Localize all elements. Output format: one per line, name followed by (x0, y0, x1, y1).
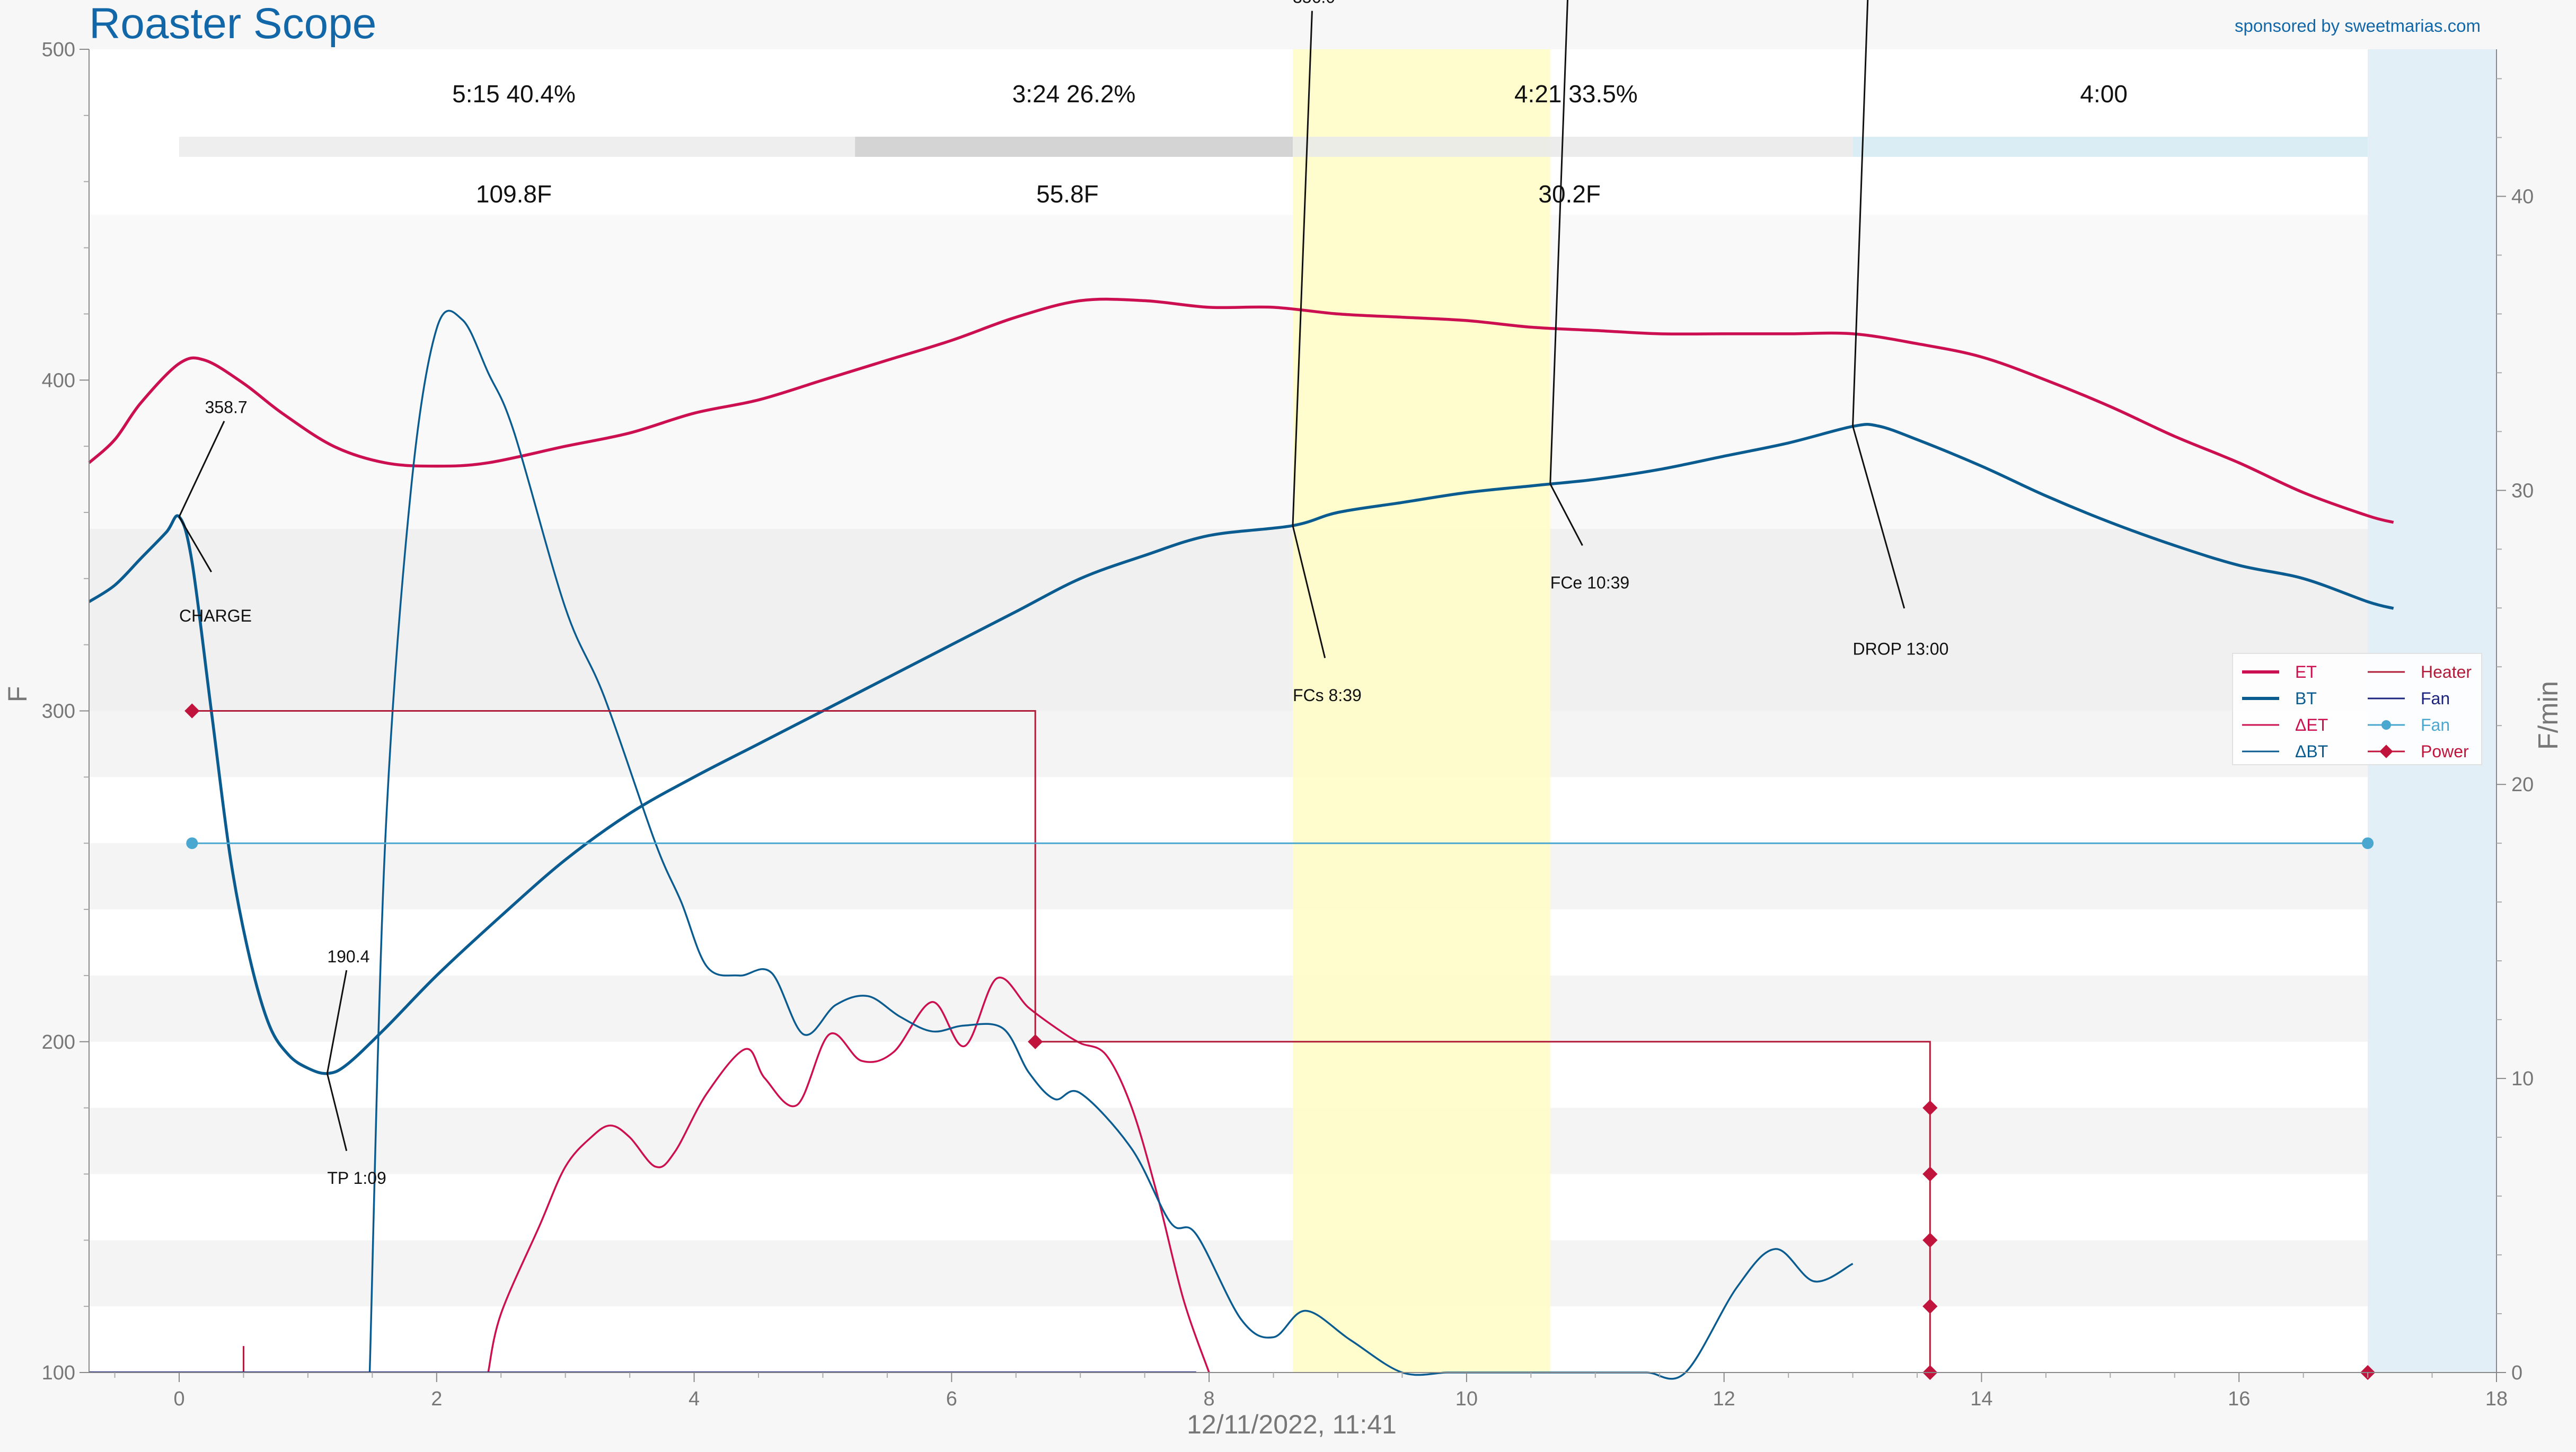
y-tick-label-left: 300 (42, 701, 75, 723)
legend-label: Fan (2421, 689, 2450, 708)
annotation-label-5: DROP 13:00 (1853, 639, 1949, 658)
annotation-value-2: 190.4 (327, 947, 369, 966)
phase-delta-temp-3: 30.2F (1538, 180, 1601, 208)
y-axis-label-right: F/min (2533, 681, 2564, 750)
x-tick-label: 16 (2228, 1388, 2250, 1410)
fan-point (186, 837, 198, 849)
phase-time-pct-4: 4:00 (2080, 80, 2128, 108)
legend-marker (2381, 720, 2391, 730)
y-tick-label-right: 0 (2511, 1362, 2522, 1384)
y-tick-label-left: 500 (42, 39, 75, 61)
annotation-label-3: FCs 8:39 (1293, 686, 1362, 705)
annotation-label-1: CHARGE (179, 606, 252, 625)
x-tick-label: 0 (173, 1388, 184, 1410)
phase-bar-maillard (855, 137, 1293, 157)
annotation-value-1: 358.7 (205, 398, 248, 417)
y-tick-label-left: 100 (42, 1362, 75, 1384)
x-tick-label: 4 (689, 1388, 700, 1410)
x-tick-label: 12 (1713, 1388, 1735, 1410)
legend-label: ET (2295, 662, 2317, 681)
annotation-value-3: 356.0 (1293, 0, 1335, 7)
legend-label: Power (2421, 742, 2469, 761)
x-tick-label: 10 (1455, 1388, 1478, 1410)
phase-delta-temp-1: 109.8F (476, 180, 552, 208)
phase-delta-temp-2: 55.8F (1036, 180, 1099, 208)
phase-bar (179, 137, 2368, 157)
legend-label: ΔET (2295, 715, 2328, 734)
y-tick-label-right: 20 (2511, 774, 2534, 796)
x-tick-label: 8 (1204, 1388, 1215, 1410)
first-crack-band (1293, 49, 1550, 1373)
y-tick-label-right: 10 (2511, 1068, 2534, 1090)
y-tick-label-right: 40 (2511, 185, 2534, 208)
x-tick-label: 2 (431, 1388, 442, 1410)
legend-label: Fan (2421, 715, 2450, 734)
phase-bar-cooling (1853, 137, 2368, 157)
legend: ET BT ΔET ΔBT Heater Fan Fan Power (2233, 653, 2482, 765)
y-tick-label-left: 400 (42, 369, 75, 392)
sponsor-link[interactable]: sponsored by sweetmarias.com (2235, 16, 2481, 36)
legend-label: BT (2295, 689, 2317, 708)
legend-label: Heater (2421, 662, 2472, 681)
annotation-label-2: TP 1:09 (327, 1168, 386, 1188)
y-tick-label-right: 30 (2511, 480, 2534, 502)
y-axis-label-left: F (3, 686, 32, 703)
phase-time-pct-2: 3:24 26.2% (1012, 80, 1136, 108)
phase-time-pct-3: 4:21 33.5% (1514, 80, 1638, 108)
x-tick-label: 6 (946, 1388, 957, 1410)
y-tick-label-left: 200 (42, 1031, 75, 1053)
x-tick-label: 18 (2485, 1388, 2508, 1410)
phase-bar-development (1293, 137, 1853, 157)
x-tick-label: 14 (1970, 1388, 1992, 1410)
chart-title: Roaster Scope (89, 0, 376, 48)
annotation-label-4: FCe 10:39 (1550, 573, 1629, 592)
fan-point (2362, 837, 2374, 849)
x-axis-label: 12/11/2022, 11:41 (1187, 1410, 1397, 1439)
phase-time-pct-1: 5:15 40.4% (452, 80, 576, 108)
legend-label: ΔBT (2295, 742, 2328, 761)
phase-bar-drying (179, 137, 855, 157)
